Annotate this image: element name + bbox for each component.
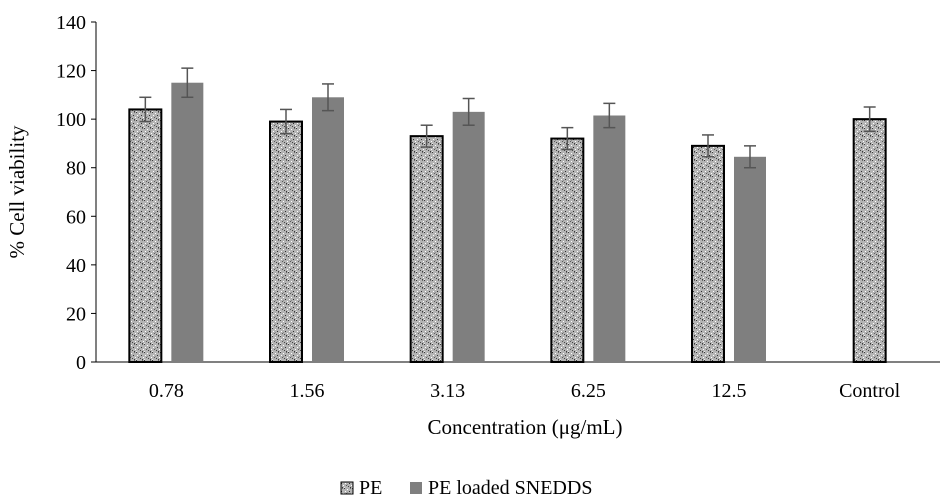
bar bbox=[171, 82, 204, 362]
legend-swatch-pe bbox=[340, 481, 354, 495]
y-tick-label: 60 bbox=[66, 206, 86, 228]
x-tick-label: 3.13 bbox=[430, 380, 465, 402]
bar bbox=[593, 115, 626, 362]
x-tick-label: Control bbox=[839, 380, 901, 402]
bar bbox=[550, 137, 585, 363]
legend: PE PE loaded SNEDDS bbox=[340, 477, 592, 499]
bars bbox=[128, 67, 887, 364]
legend-label-pe-loaded-snedds: PE loaded SNEDDS bbox=[428, 477, 592, 499]
bar bbox=[734, 156, 766, 362]
tick-labels: 0 20 40 60 80 100 120 140 0.78 1.56 3.13 6.25 12.5 Co… bbox=[56, 12, 901, 402]
y-tick-label: 40 bbox=[66, 255, 86, 277]
bar bbox=[691, 144, 725, 363]
bar bbox=[269, 120, 303, 363]
legend-label-pe: PE bbox=[359, 477, 382, 499]
legend-swatch-pe-loaded-snedds bbox=[410, 482, 422, 494]
y-tick-label: 20 bbox=[66, 303, 86, 325]
axes bbox=[91, 21, 940, 363]
bar bbox=[409, 135, 444, 363]
x-tick-label: 6.25 bbox=[571, 380, 606, 402]
y-tick-label: 0 bbox=[76, 352, 86, 374]
y-tick-label: 80 bbox=[66, 158, 86, 180]
bar bbox=[128, 108, 163, 363]
y-tick-label: 140 bbox=[56, 12, 86, 34]
x-tick-label: 0.78 bbox=[149, 380, 184, 402]
y-tick-label: 120 bbox=[56, 61, 86, 83]
y-axis-title: % Cell viability bbox=[5, 125, 29, 258]
x-axis-title: Concentration (μg/mL) bbox=[428, 415, 623, 439]
bar bbox=[452, 111, 485, 362]
x-tick-label: 1.56 bbox=[290, 380, 325, 402]
bar bbox=[852, 118, 887, 364]
y-tick-label: 100 bbox=[56, 109, 86, 131]
bar bbox=[312, 97, 344, 363]
x-tick-label: 12.5 bbox=[712, 380, 747, 402]
